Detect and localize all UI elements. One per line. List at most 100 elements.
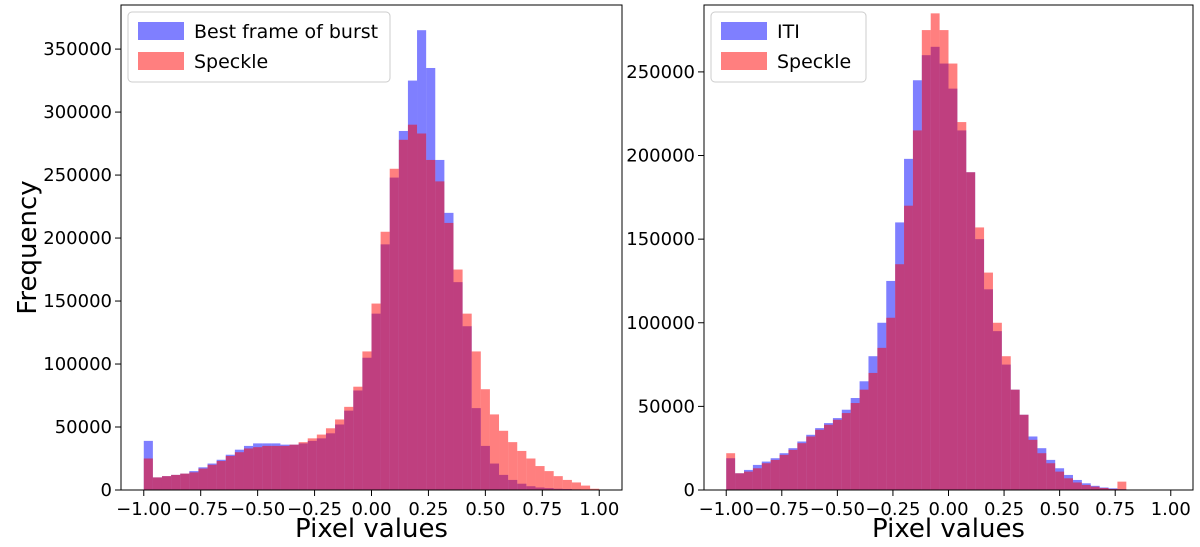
x-tick-label: −0.25 <box>865 499 920 520</box>
histogram-bar-red <box>1037 453 1047 490</box>
x-tick-label: 1.00 <box>1151 499 1191 520</box>
legend-frame <box>127 11 391 83</box>
histogram-bar-red <box>435 181 445 490</box>
y-tick-label: 150000 <box>43 291 112 312</box>
x-tick-label: −0.25 <box>287 499 342 520</box>
histogram-bar-red <box>335 419 345 490</box>
histogram-bar-red <box>1046 463 1056 490</box>
histogram-bar-red <box>417 133 427 490</box>
x-axis-label-left: Pixel values <box>295 514 448 544</box>
histogram-bar-red <box>289 444 299 490</box>
histogram-bar-red <box>389 168 399 490</box>
histogram-bar-red <box>316 434 326 490</box>
histogram-bar-red <box>877 347 887 490</box>
x-axis-label-right: Pixel values <box>872 514 1025 544</box>
histogram-bar-red <box>307 438 317 490</box>
histogram-bar-red <box>744 471 753 490</box>
histogram-bar-red <box>508 442 518 490</box>
legend-label-best-frame: Best frame of burst <box>194 21 378 43</box>
histogram-bar-red <box>832 419 842 490</box>
histogram-bar-red <box>161 476 172 490</box>
x-tick-label: −1.00 <box>699 499 754 520</box>
histogram-bar-red <box>571 482 582 490</box>
histogram-bar-red <box>1028 439 1038 490</box>
histogram-bar-red <box>453 269 463 490</box>
histogram-bar-red <box>380 231 390 491</box>
y-tick-label: 50000 <box>55 417 112 438</box>
x-tick-label: −0.50 <box>810 499 865 520</box>
y-tick-label: 250000 <box>626 62 695 83</box>
histogram-bar-red <box>948 63 958 490</box>
histogram-panel-right: −1.00 −0.75 −0.50 −0.25 0.00 0.25 0.50 0.75 1.00… <box>626 4 1194 544</box>
histogram-bar-red <box>216 461 226 490</box>
y-tick-label: 250000 <box>43 165 112 186</box>
histogram-bar-red <box>1099 487 1109 490</box>
bars-layer <box>726 13 1127 491</box>
histogram-bar-red <box>912 130 922 490</box>
histogram-bar-red <box>1001 356 1011 490</box>
histogram-bar-red <box>930 13 940 491</box>
y-tick-label: 300000 <box>43 102 112 123</box>
histogram-bar-red <box>371 303 381 490</box>
x-tick-label: 0.75 <box>1095 499 1135 520</box>
histogram-bar-red <box>280 445 290 490</box>
histogram-bar-red <box>1055 471 1065 490</box>
histogram-bar-red <box>581 485 591 490</box>
histogram-bar-red <box>850 403 860 490</box>
histogram-bar-red <box>1019 414 1029 490</box>
x-tick-label: 0.75 <box>522 499 562 520</box>
histogram-bar-red <box>243 448 254 490</box>
y-tick-label: 200000 <box>43 228 112 249</box>
bars-layer <box>143 30 600 491</box>
legend-swatch-blue <box>138 22 184 40</box>
histogram-bar-red <box>1010 389 1020 490</box>
x-tick-label: 0.50 <box>465 499 505 520</box>
histogram-bar-red <box>262 445 272 490</box>
x-tick-label: −0.50 <box>230 499 285 520</box>
histogram-bar-red <box>544 471 554 490</box>
x-tick-label: 1.00 <box>579 499 619 520</box>
x-tick-label: 0.00 <box>928 499 968 520</box>
y-tick-label: 0 <box>684 480 695 501</box>
histogram-bar-red <box>992 322 1002 490</box>
y-tick-label: 50000 <box>638 396 695 417</box>
histogram-bar-red <box>171 474 181 490</box>
histogram-bar-red <box>499 430 509 490</box>
legend-label-speckle: Speckle <box>777 51 851 73</box>
histogram-bar-red <box>489 414 500 490</box>
histogram-bar-red <box>298 442 308 490</box>
histogram-bar-red <box>471 351 481 490</box>
legend-swatch-blue <box>721 22 767 40</box>
histogram-bar-red <box>921 30 931 490</box>
histogram-bar-red <box>362 351 372 490</box>
histogram-bar-red <box>966 172 976 490</box>
histogram-bar-red <box>761 463 771 490</box>
x-tick-label: −1.00 <box>116 499 171 520</box>
histogram-bar-red <box>590 488 600 490</box>
y-tick-label: 350000 <box>43 39 112 60</box>
histogram-bar-red <box>143 458 153 490</box>
histogram-bar-red <box>1090 486 1100 490</box>
legend-swatch-red <box>138 52 184 70</box>
histogram-panel-left: −1.00 −0.75 −0.50 −0.25 0.00 0.25 0.50 0.75 1.00… <box>13 4 623 544</box>
histogram-bar-red <box>398 139 408 490</box>
x-tick-label: 0.25 <box>408 499 448 520</box>
histogram-bar-red <box>180 473 190 490</box>
histogram-bar-red <box>253 447 263 490</box>
histogram-bar-red <box>895 264 905 490</box>
axes-layer: −1.00 −0.75 −0.50 −0.25 0.00 0.25 0.50 0.75 1.00… <box>626 4 1194 520</box>
histogram-bar-red <box>868 372 878 490</box>
legend-swatch-red <box>721 52 767 70</box>
histogram-bar-red <box>189 472 199 490</box>
x-tick-label: −0.75 <box>754 499 809 520</box>
histogram-bar-red <box>562 479 572 490</box>
histogram-bar-red <box>726 453 736 490</box>
histogram-bar-red <box>806 436 816 490</box>
histogram-bar-red <box>735 473 745 490</box>
y-tick-label: 0 <box>101 480 112 501</box>
histogram-bar-red <box>553 476 563 490</box>
y-tick-label: 150000 <box>626 229 695 250</box>
legend-left: Best frame of burst Speckle <box>127 11 391 83</box>
histogram-bar-red <box>1072 482 1082 490</box>
histogram-bar-red <box>198 468 208 490</box>
